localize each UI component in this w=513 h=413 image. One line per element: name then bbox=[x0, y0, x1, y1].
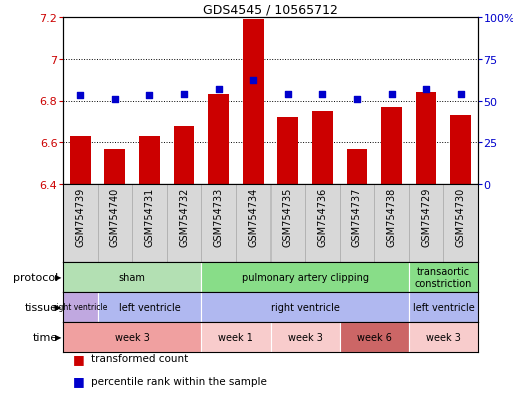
Bar bbox=[340, 185, 374, 262]
Bar bbox=[201, 322, 270, 352]
Title: GDS4545 / 10565712: GDS4545 / 10565712 bbox=[203, 4, 338, 17]
Bar bbox=[416, 93, 437, 185]
Text: GSM754731: GSM754731 bbox=[145, 187, 154, 246]
Text: time: time bbox=[33, 332, 58, 342]
Bar bbox=[340, 322, 409, 352]
Bar bbox=[347, 149, 367, 185]
Bar bbox=[243, 20, 264, 185]
Text: percentile rank within the sample: percentile rank within the sample bbox=[91, 376, 267, 386]
Text: GSM754738: GSM754738 bbox=[386, 187, 397, 246]
Bar bbox=[270, 322, 340, 352]
Text: right ventricle: right ventricle bbox=[53, 303, 108, 312]
Point bbox=[249, 78, 258, 85]
Bar bbox=[201, 185, 236, 262]
Text: GSM754732: GSM754732 bbox=[179, 187, 189, 246]
Text: right ventricle: right ventricle bbox=[271, 302, 340, 312]
Point bbox=[180, 91, 188, 98]
Text: GSM754737: GSM754737 bbox=[352, 187, 362, 246]
Bar bbox=[132, 185, 167, 262]
Point bbox=[457, 91, 465, 98]
Bar bbox=[174, 126, 194, 185]
Bar bbox=[381, 107, 402, 185]
Text: GSM754736: GSM754736 bbox=[318, 187, 327, 246]
Bar bbox=[409, 185, 443, 262]
Text: ■: ■ bbox=[73, 375, 85, 387]
Text: GSM754735: GSM754735 bbox=[283, 187, 293, 246]
Bar bbox=[409, 262, 478, 292]
Bar bbox=[312, 112, 333, 185]
Text: GSM754739: GSM754739 bbox=[75, 187, 85, 246]
Bar bbox=[63, 292, 97, 322]
Point bbox=[284, 91, 292, 98]
Bar bbox=[236, 185, 270, 262]
Text: GSM754730: GSM754730 bbox=[456, 187, 466, 246]
Bar bbox=[208, 95, 229, 185]
Point bbox=[422, 86, 430, 93]
Bar bbox=[97, 185, 132, 262]
Text: GSM754733: GSM754733 bbox=[213, 187, 224, 246]
Text: transaortic
constriction: transaortic constriction bbox=[415, 266, 472, 288]
Text: left ventricle: left ventricle bbox=[119, 302, 181, 312]
Text: GSM754740: GSM754740 bbox=[110, 187, 120, 246]
Bar bbox=[270, 185, 305, 262]
Text: ▶: ▶ bbox=[55, 273, 62, 282]
Text: ▶: ▶ bbox=[55, 303, 62, 312]
Text: sham: sham bbox=[119, 272, 146, 282]
Point bbox=[353, 96, 361, 103]
Point bbox=[214, 86, 223, 93]
Text: transformed count: transformed count bbox=[91, 354, 188, 363]
Bar bbox=[443, 185, 478, 262]
Point bbox=[76, 93, 85, 100]
Bar bbox=[374, 185, 409, 262]
Text: week 3: week 3 bbox=[115, 332, 150, 342]
Bar bbox=[63, 262, 201, 292]
Point bbox=[318, 91, 326, 98]
Bar bbox=[278, 118, 298, 185]
Bar bbox=[450, 116, 471, 185]
Text: left ventricle: left ventricle bbox=[412, 302, 475, 312]
Text: protocol: protocol bbox=[13, 272, 58, 282]
Bar bbox=[97, 292, 201, 322]
Bar bbox=[409, 292, 478, 322]
Bar bbox=[305, 185, 340, 262]
Bar bbox=[63, 185, 97, 262]
Bar bbox=[409, 322, 478, 352]
Bar bbox=[70, 137, 91, 185]
Text: GSM754729: GSM754729 bbox=[421, 187, 431, 246]
Bar bbox=[201, 292, 409, 322]
Text: week 1: week 1 bbox=[219, 332, 253, 342]
Text: ■: ■ bbox=[73, 352, 85, 365]
Point bbox=[145, 93, 153, 100]
Bar bbox=[201, 262, 409, 292]
Point bbox=[111, 96, 119, 103]
Bar bbox=[139, 137, 160, 185]
Text: week 3: week 3 bbox=[426, 332, 461, 342]
Point bbox=[387, 91, 396, 98]
Bar bbox=[105, 149, 125, 185]
Bar bbox=[63, 322, 201, 352]
Text: week 3: week 3 bbox=[288, 332, 323, 342]
Text: pulmonary artery clipping: pulmonary artery clipping bbox=[242, 272, 368, 282]
Text: GSM754734: GSM754734 bbox=[248, 187, 258, 246]
Text: tissue: tissue bbox=[25, 302, 58, 312]
Text: ▶: ▶ bbox=[55, 333, 62, 342]
Bar bbox=[167, 185, 201, 262]
Text: week 6: week 6 bbox=[357, 332, 392, 342]
